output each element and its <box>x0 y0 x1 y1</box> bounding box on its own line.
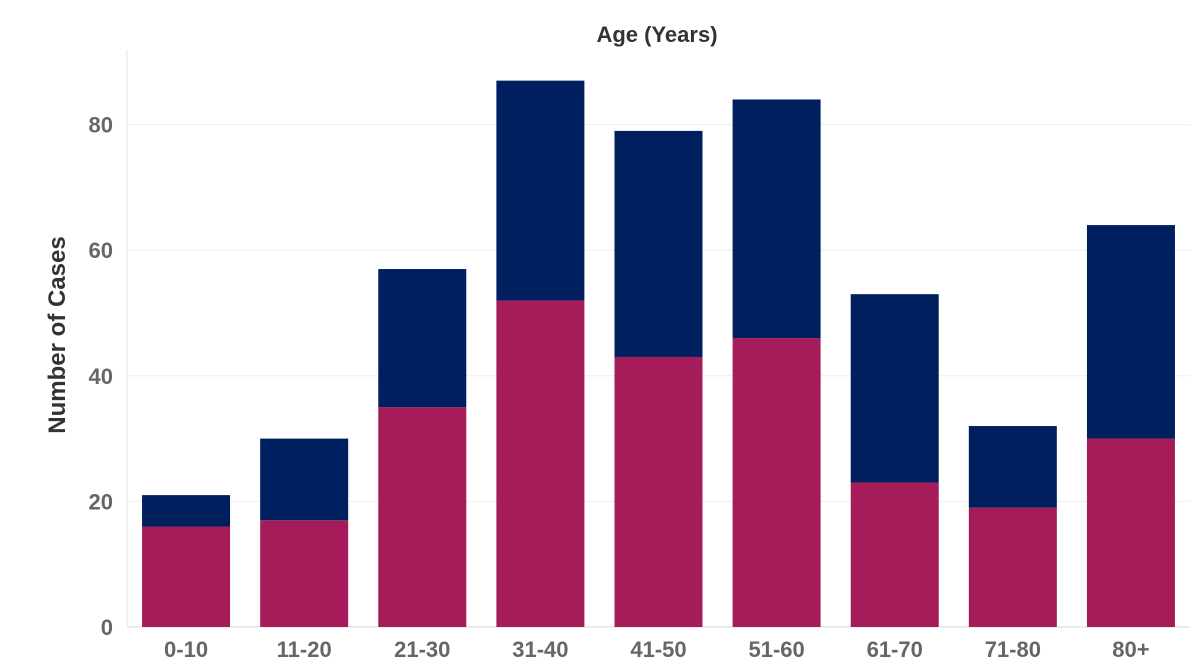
y-tick-label: 40 <box>89 364 113 389</box>
bar-segment <box>968 426 1057 508</box>
bar-segment <box>142 526 231 627</box>
x-axis-title: Age (Years) <box>596 22 717 47</box>
bar-segment <box>142 495 231 527</box>
bar-segment <box>732 338 821 627</box>
x-tick-label: 71-80 <box>985 637 1041 662</box>
x-tick-label: 11-20 <box>277 637 332 662</box>
x-tick-label: 61-70 <box>867 637 923 662</box>
y-tick-label: 0 <box>101 615 113 640</box>
bar-segment <box>260 438 349 521</box>
bar-segment <box>614 130 703 357</box>
y-tick-label: 80 <box>89 113 113 138</box>
x-tick-label: 31-40 <box>512 637 568 662</box>
x-tick-label: 80+ <box>1112 637 1149 662</box>
bars <box>142 80 1175 627</box>
bar-segment <box>260 520 349 627</box>
y-tick-label: 60 <box>89 238 113 263</box>
bar-segment <box>378 269 467 408</box>
x-tick-label: 41-50 <box>630 637 686 662</box>
bar-segment <box>378 407 467 627</box>
y-tick-label: 20 <box>89 489 113 514</box>
y-axis-title: Number of Cases <box>44 236 71 433</box>
bar-segment <box>614 356 703 627</box>
bar-segment <box>496 80 585 301</box>
bar-segment <box>1086 225 1175 439</box>
bar-segment <box>496 300 585 627</box>
x-tick-label: 51-60 <box>748 637 804 662</box>
bar-segment <box>1086 438 1175 627</box>
x-tick-label: 21-30 <box>394 637 450 662</box>
x-tick-label: 0-10 <box>164 637 208 662</box>
bar-segment <box>850 294 939 483</box>
bar-segment <box>968 507 1057 627</box>
y-tick-labels: 0 20 40 60 80 <box>89 113 113 640</box>
bar-segment <box>732 99 821 339</box>
x-tick-labels: 0-10 11-20 21-30 31-40 41-50 51-60 61-70 71-80 8… <box>164 637 1150 662</box>
bar-segment <box>850 482 939 627</box>
